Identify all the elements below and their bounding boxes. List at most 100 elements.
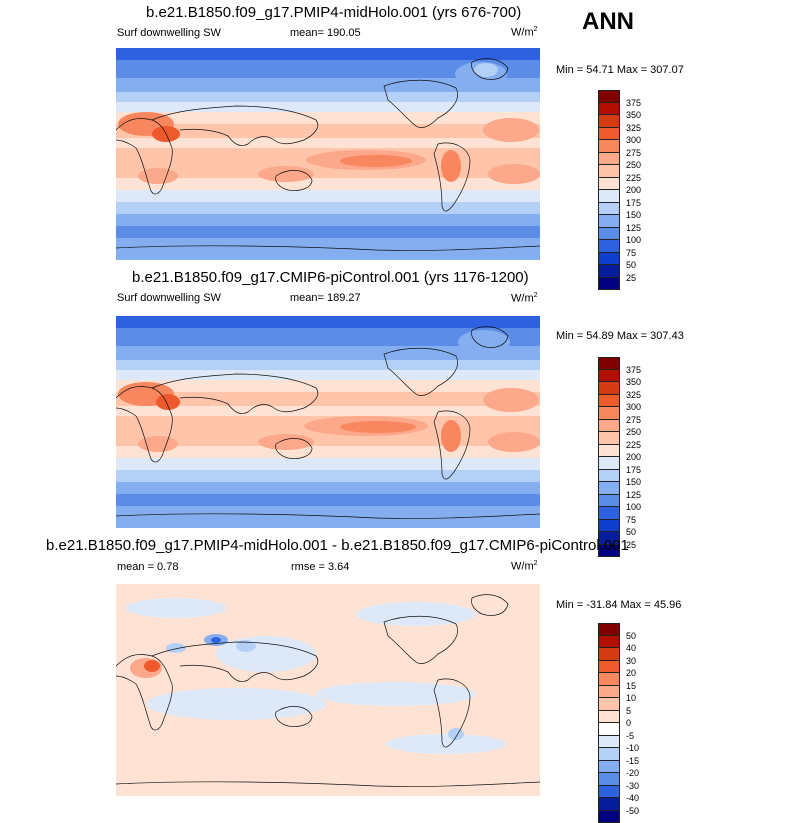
- colorbar-swatch: [598, 773, 620, 786]
- panel-2-minmax: Min = 54.89 Max = 307.43: [556, 330, 684, 342]
- colorbar-swatch: [598, 786, 620, 799]
- panel-3-map: [116, 584, 540, 796]
- colorbar-swatch: [598, 623, 620, 636]
- colorbar-label: -50: [626, 807, 639, 816]
- colorbar-label: -30: [626, 782, 639, 791]
- colorbar-swatch: [598, 128, 620, 141]
- panel-1-mean-label: mean= 190.05: [290, 27, 361, 39]
- colorbar-label: 325: [626, 391, 641, 400]
- colorbar-swatch: [598, 636, 620, 649]
- colorbar-label: 375: [626, 366, 641, 375]
- colorbar-label: 225: [626, 174, 641, 183]
- colorbar-label: 350: [626, 378, 641, 387]
- colorbar-label: 150: [626, 478, 641, 487]
- colorbar-swatch: [598, 507, 620, 520]
- panel-3-title: b.e21.B1850.f09_g17.PMIP4-midHolo.001 - …: [46, 537, 629, 554]
- colorbar-swatch: [598, 432, 620, 445]
- panel-1-unit-label: W/m2: [511, 26, 538, 39]
- panel-2-variable-label: Surf downwelling SW: [117, 292, 221, 304]
- colorbar-label: -40: [626, 794, 639, 803]
- panel-1-minmax: Min = 54.71 Max = 307.07: [556, 64, 684, 76]
- colorbar-swatch: [598, 240, 620, 253]
- colorbar-swatch: [598, 228, 620, 241]
- colorbar-swatch: [598, 761, 620, 774]
- colorbar-swatch: [598, 370, 620, 383]
- colorbar-label: 40: [626, 644, 636, 653]
- colorbar-swatch: [598, 140, 620, 153]
- colorbar-swatch: [598, 811, 620, 823]
- colorbar-label: 250: [626, 428, 641, 437]
- panel-1-variable-label: Surf downwelling SW: [117, 27, 221, 39]
- panel-2-mean-label: mean= 189.27: [290, 292, 361, 304]
- colorbar-swatch: [598, 698, 620, 711]
- colorbar-label: 10: [626, 694, 636, 703]
- panel-2-unit-label: W/m2: [511, 292, 538, 305]
- panel-1-title: b.e21.B1850.f09_g17.PMIP4-midHolo.001 (y…: [146, 4, 521, 21]
- colorbar-label: 150: [626, 211, 641, 220]
- colorbar-label: 50: [626, 528, 636, 537]
- colorbar-label: 375: [626, 99, 641, 108]
- colorbar-label: 275: [626, 416, 641, 425]
- colorbar-swatch: [598, 407, 620, 420]
- colorbar-label: 125: [626, 224, 641, 233]
- colorbar-swatch: [598, 253, 620, 266]
- colorbar-label: -20: [626, 769, 639, 778]
- colorbar-swatch: [598, 420, 620, 433]
- colorbar-label: -5: [626, 732, 634, 741]
- panel-3-minmax: Min = -31.84 Max = 45.96: [556, 599, 681, 611]
- colorbar-label: 100: [626, 503, 641, 512]
- colorbar-label: 100: [626, 236, 641, 245]
- colorbar-label: 20: [626, 669, 636, 678]
- colorbar-swatch: [598, 723, 620, 736]
- colorbar-label: 200: [626, 186, 641, 195]
- colorbar-swatch: [598, 357, 620, 370]
- season-label: ANN: [582, 8, 634, 36]
- colorbar-label: 0: [626, 719, 631, 728]
- colorbar-swatch: [598, 457, 620, 470]
- colorbar-swatch: [598, 165, 620, 178]
- colorbar-swatch: [598, 495, 620, 508]
- colorbar-swatch: [598, 90, 620, 103]
- colorbar-swatch: [598, 178, 620, 191]
- colorbar-swatch: [598, 482, 620, 495]
- panel-3-unit-label: W/m2: [511, 560, 538, 573]
- colorbar-label: 75: [626, 516, 636, 525]
- colorbar-swatch: [598, 736, 620, 749]
- colorbar-label: 200: [626, 453, 641, 462]
- colorbar-label: -10: [626, 744, 639, 753]
- colorbar-label: 30: [626, 657, 636, 666]
- colorbar-swatch: [598, 278, 620, 291]
- panel-3-rmse-label: rmse = 3.64: [291, 561, 349, 573]
- colorbar-swatch: [598, 115, 620, 128]
- colorbar-label: 175: [626, 466, 641, 475]
- colorbar-swatch: [598, 190, 620, 203]
- colorbar-label: -15: [626, 757, 639, 766]
- colorbar-label: 50: [626, 261, 636, 270]
- colorbar-swatch: [598, 153, 620, 166]
- colorbar-swatch: [598, 445, 620, 458]
- colorbar-swatch: [598, 748, 620, 761]
- colorbar-swatch: [598, 395, 620, 408]
- colorbar-label: 250: [626, 161, 641, 170]
- colorbar-swatch: [598, 103, 620, 116]
- colorbar-label: 25: [626, 274, 636, 283]
- colorbar-label: 300: [626, 136, 641, 145]
- panel-2-title: b.e21.B1850.f09_g17.CMIP6-piControl.001 …: [132, 269, 529, 286]
- colorbar-swatch: [598, 215, 620, 228]
- colorbar-label: 275: [626, 149, 641, 158]
- colorbar-swatch: [598, 203, 620, 216]
- colorbar-label: 15: [626, 682, 636, 691]
- panel-2-map: [116, 316, 540, 528]
- colorbar-label: 325: [626, 124, 641, 133]
- colorbar-swatch: [598, 382, 620, 395]
- colorbar-swatch: [598, 673, 620, 686]
- colorbar-label: 125: [626, 491, 641, 500]
- colorbar-swatch: [598, 265, 620, 278]
- colorbar-label: 350: [626, 111, 641, 120]
- colorbar-swatch: [598, 711, 620, 724]
- colorbar-label: 75: [626, 249, 636, 258]
- colorbar-swatch: [598, 648, 620, 661]
